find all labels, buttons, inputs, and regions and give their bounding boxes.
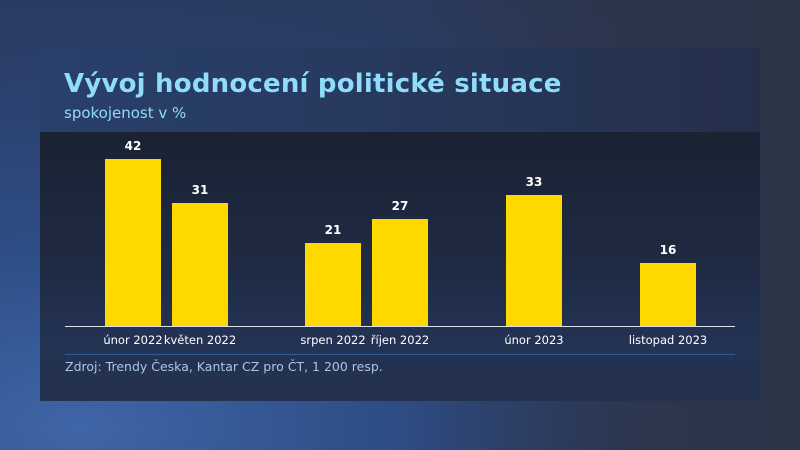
bar-value-label: 16	[659, 243, 677, 257]
category-label: únor 2022	[103, 333, 163, 347]
chart-subtitle: spokojenost v %	[64, 104, 187, 122]
bar-value-label: 33	[525, 175, 543, 189]
bar-rijen-2022	[372, 219, 428, 326]
bar-value-label: 21	[324, 223, 342, 237]
bar-kveten-2022	[172, 203, 228, 326]
category-label: srpen 2022	[300, 333, 366, 347]
source-note: Zdroj: Trendy Česka, Kantar CZ pro ČT, 1…	[65, 359, 383, 374]
bar-value-label: 27	[391, 199, 409, 213]
chart-header: Vývoj hodnocení politické situace spokoj…	[40, 48, 760, 132]
bar-srpen-2022	[305, 243, 361, 326]
category-label: listopad 2023	[628, 333, 708, 347]
category-label: únor 2023	[504, 333, 564, 347]
bar-value-label: 31	[191, 183, 209, 197]
bar-unor-2023	[506, 195, 562, 326]
plot-area: 42 únor 2022 31 květen 2022 21 srpen 202…	[40, 132, 760, 354]
bar-value-label: 42	[124, 139, 142, 153]
category-label: květen 2022	[163, 333, 237, 347]
category-label: říjen 2022	[370, 333, 430, 347]
bar-unor-2022	[105, 159, 161, 326]
chart-panel: Vývoj hodnocení politické situace spokoj…	[40, 48, 760, 401]
x-axis-baseline	[65, 326, 735, 327]
footer-divider	[65, 354, 735, 355]
chart-title: Vývoj hodnocení politické situace	[64, 69, 562, 99]
bar-listopad-2023	[640, 263, 696, 326]
